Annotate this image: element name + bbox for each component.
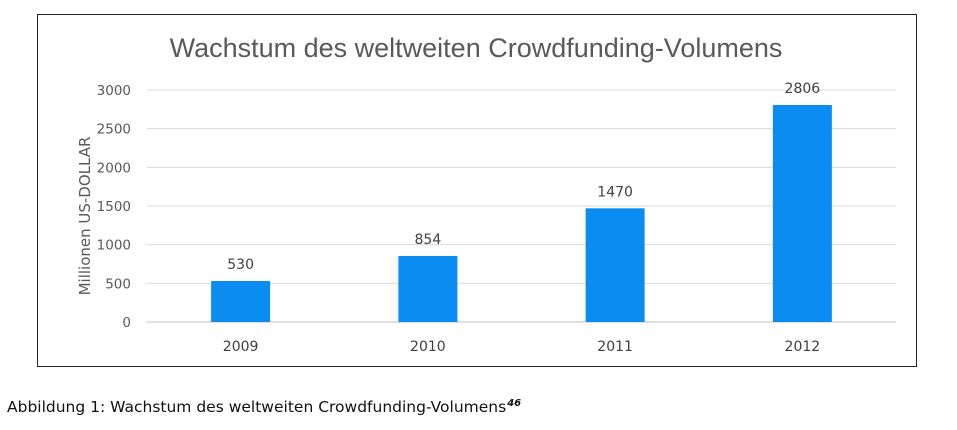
x-tick-label-2011: 2011	[597, 339, 633, 355]
figure-caption: Abbildung 1: Wachstum des weltweiten Cro…	[7, 398, 521, 416]
footnote-marker: 46	[507, 398, 522, 409]
data-label-2011: 1470	[597, 184, 633, 200]
y-tick-label: 2000	[97, 160, 131, 176]
data-label-2009: 530	[227, 257, 254, 273]
gridlines	[147, 89, 896, 323]
x-tick-label-2012: 2012	[785, 339, 821, 355]
bars	[211, 105, 832, 322]
y-tick-label: 1000	[97, 238, 131, 254]
y-tick-label: 500	[105, 276, 131, 292]
chart-title: Wachstum des weltweiten Crowdfunding-Vol…	[170, 33, 783, 63]
data-label-2012: 2806	[785, 81, 821, 97]
bar-2009	[211, 281, 271, 322]
x-tick-label-2010: 2010	[410, 339, 446, 355]
bar-2012	[772, 105, 832, 322]
x-axis-ticks: 2009 2010 2011 2012	[223, 339, 820, 355]
y-tick-label: 0	[122, 315, 131, 331]
y-axis-label: Millionen US-DOLLAR	[76, 137, 94, 296]
y-tick-label: 2500	[97, 122, 131, 138]
bar-2011	[585, 208, 645, 322]
data-labels: 530 854 1470 2806	[227, 81, 820, 273]
y-axis-ticks: 0 500 1000 1500 2000 2500 3000	[97, 83, 131, 331]
bar-2010	[398, 255, 458, 322]
y-tick-label: 3000	[97, 83, 131, 99]
data-label-2010: 854	[415, 232, 442, 248]
chart-frame	[37, 14, 917, 367]
x-tick-label-2009: 2009	[223, 339, 259, 355]
y-tick-label: 1500	[97, 199, 131, 215]
caption-text: Abbildung 1: Wachstum des weltweiten Cro…	[7, 398, 507, 416]
